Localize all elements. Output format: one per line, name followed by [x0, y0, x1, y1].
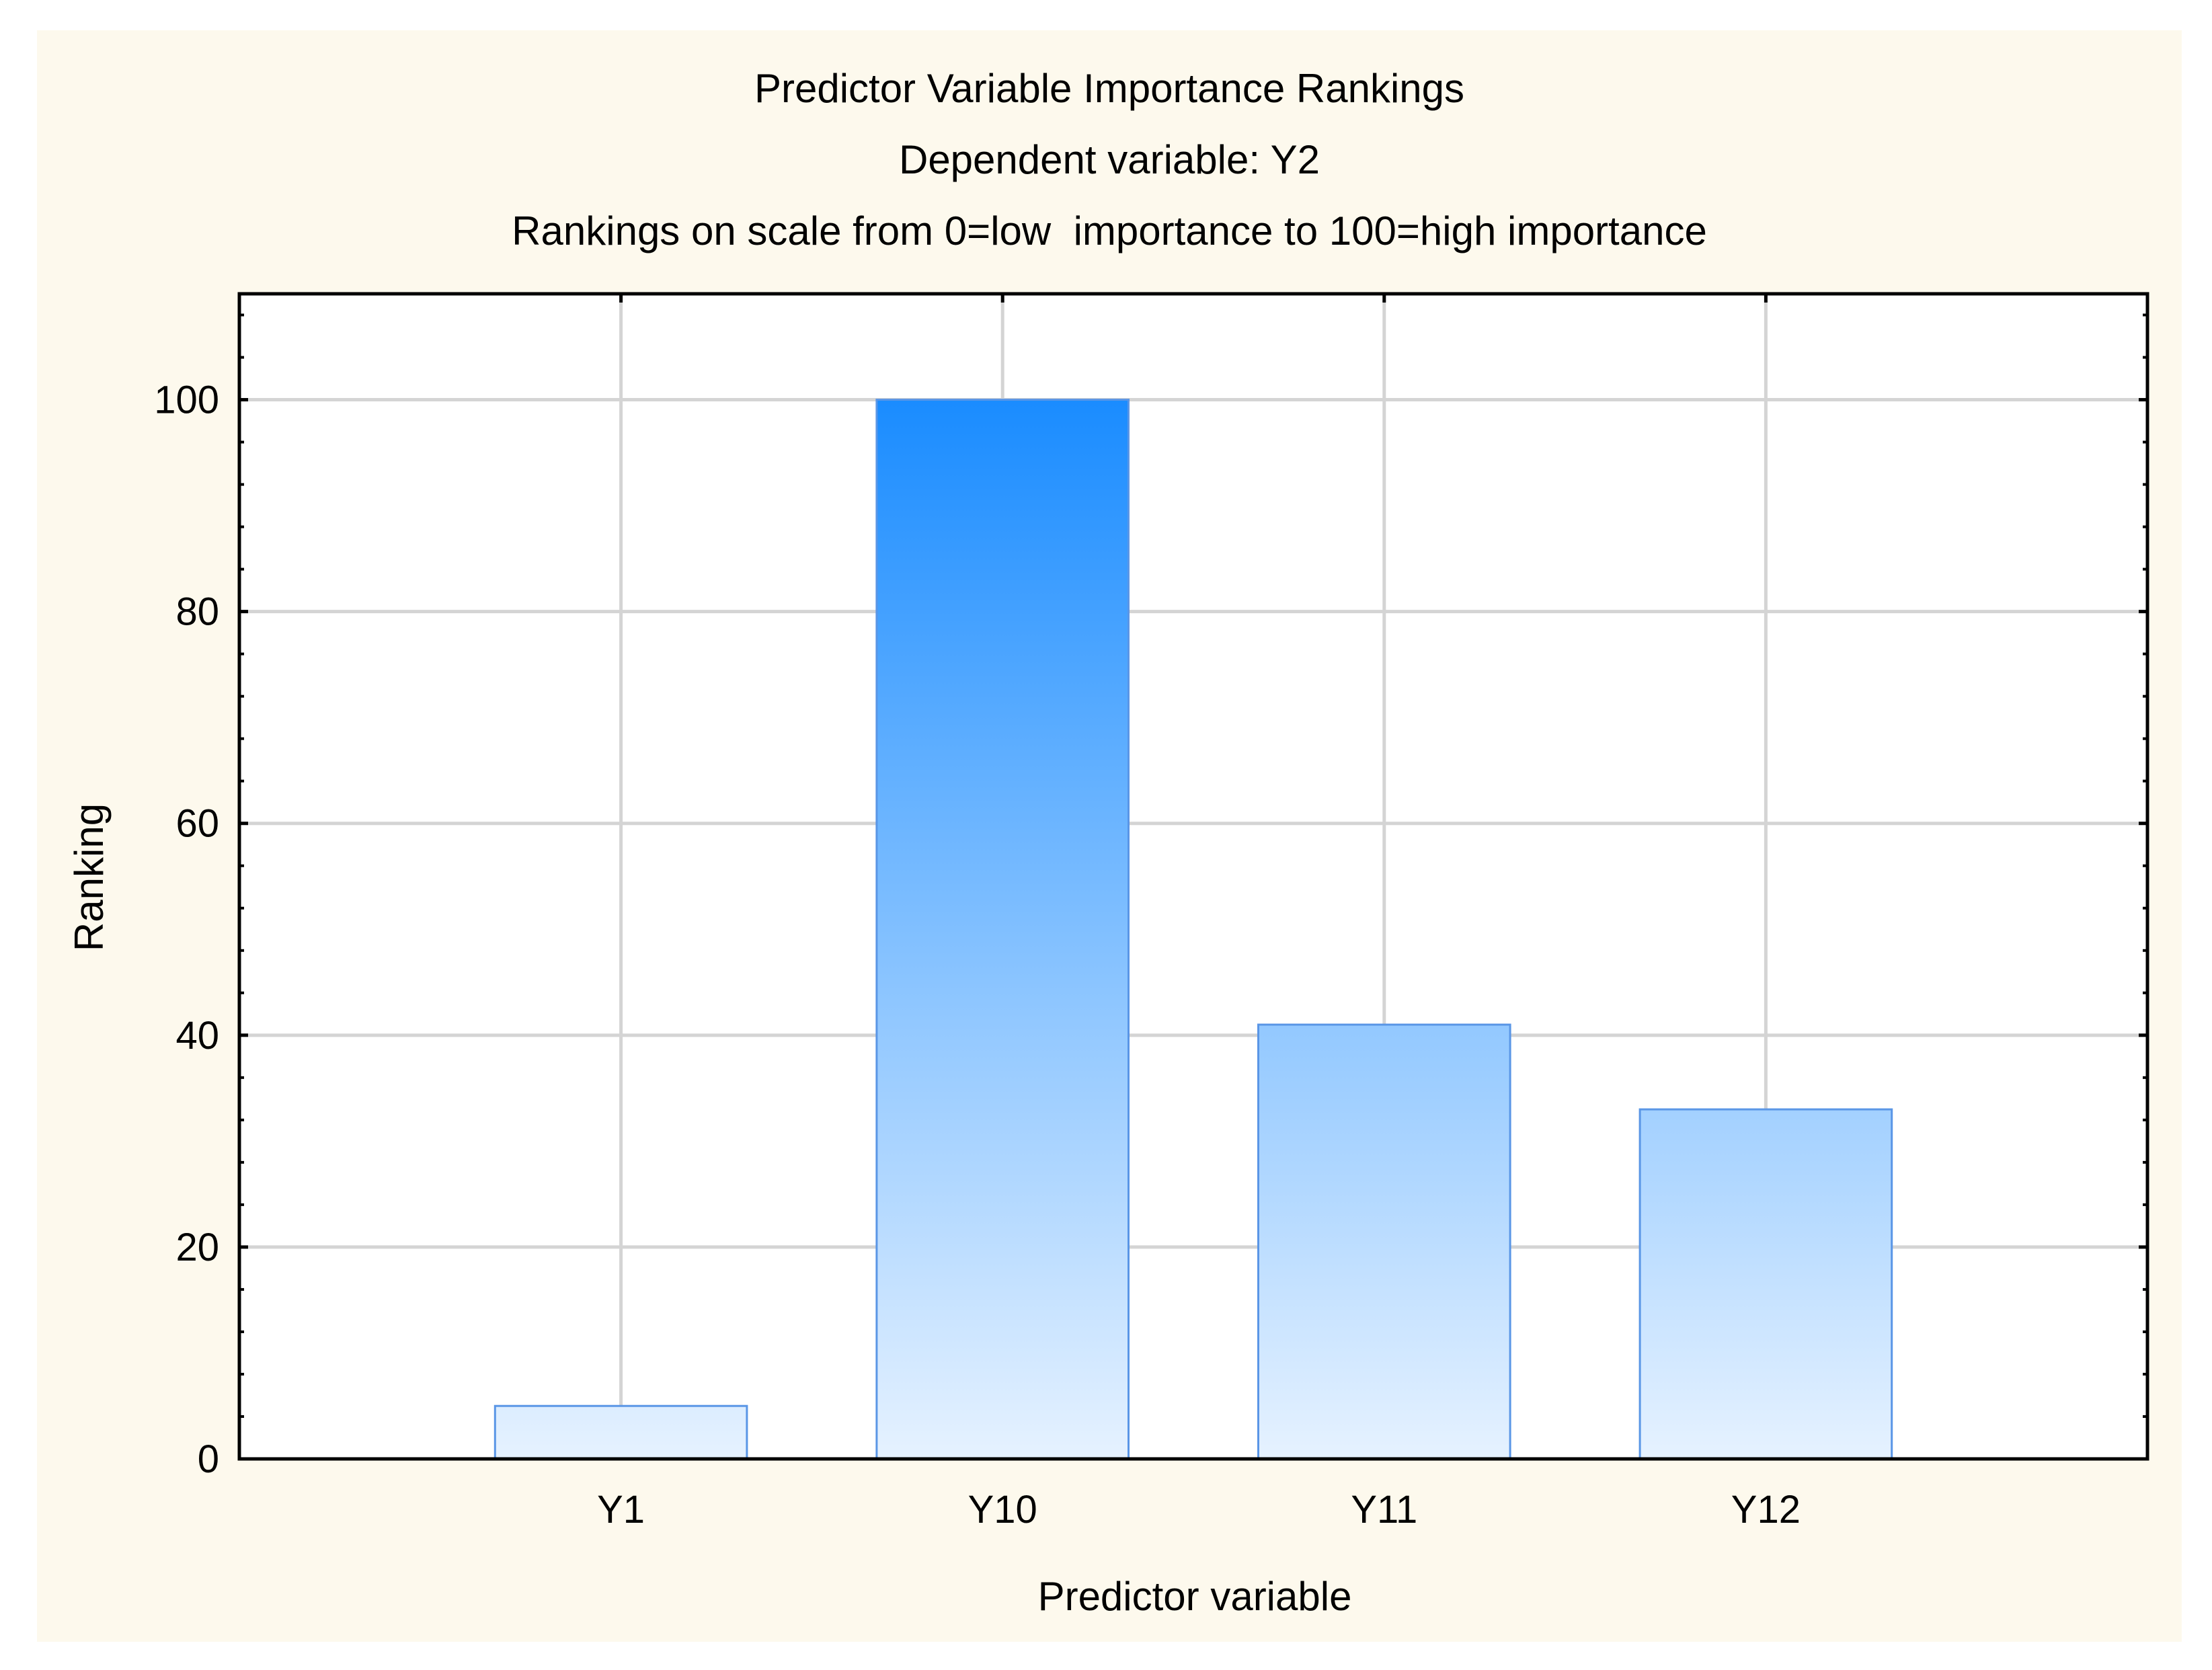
x-tick-label: Y1: [597, 1488, 645, 1532]
x-tick-label: Y11: [1351, 1488, 1417, 1532]
chart-subtitle: Dependent variable: Y2: [899, 137, 1320, 182]
y-tick-label: 40: [175, 1014, 219, 1058]
y-tick-label: 0: [198, 1437, 219, 1481]
chart-subtitle-scale: Rankings on scale from 0=low importance …: [512, 208, 1707, 253]
x-tick-labels: Y1 Y10 Y11 Y12: [597, 1488, 1801, 1532]
plot-frame: [237, 292, 2149, 1461]
chart-title: Predictor Variable Importance Rankings: [754, 66, 1464, 111]
y-axis-label: Ranking: [67, 803, 112, 951]
y-tick-label: 60: [175, 802, 219, 846]
y-tick-labels: 0 20 40 60 80 100: [154, 379, 219, 1481]
x-axis-label: Predictor variable: [1038, 1574, 1352, 1619]
bar-y1: [493, 1404, 748, 1460]
y-tick-label: 80: [175, 590, 219, 634]
x-tick-label: Y12: [1731, 1488, 1801, 1532]
x-tick-label: Y10: [968, 1488, 1037, 1532]
axis-ticks: [239, 294, 2147, 1461]
bars: [493, 399, 1893, 1460]
bar-y12: [1638, 1108, 1893, 1460]
bar-y10: [875, 399, 1130, 1460]
y-tick-label: 100: [154, 379, 219, 422]
bar-y11: [1257, 1023, 1511, 1460]
y-tick-label: 20: [175, 1226, 219, 1269]
